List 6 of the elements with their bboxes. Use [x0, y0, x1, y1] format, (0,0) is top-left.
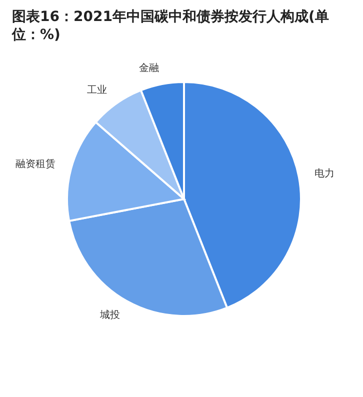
slice-label: 金融	[139, 62, 160, 74]
slice-label: 融资租赁	[16, 158, 56, 170]
slice-label: 电力	[314, 168, 335, 180]
slice-label: 工业	[87, 84, 108, 96]
chart-title: 图表16：2021年中国碳中和债券按发行人构成(单位：%)	[10, 8, 330, 44]
slice-label: 城投	[98, 309, 120, 322]
